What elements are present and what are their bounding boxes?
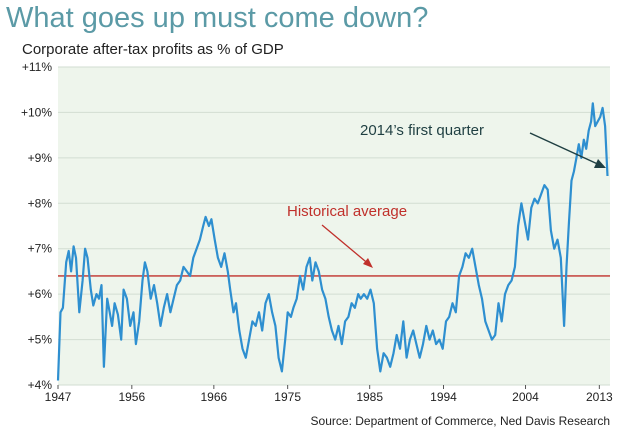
- y-tick-label: +6%: [28, 287, 53, 301]
- first-quarter-2014-label: 2014’s first quarter: [360, 122, 484, 139]
- y-axis-ticks: +4% +5% +6% +7% +8% +9% +10% +11%: [21, 60, 52, 392]
- y-tick-label: +5%: [28, 333, 53, 347]
- y-tick-label: +11%: [22, 60, 52, 74]
- y-tick-label: +8%: [28, 196, 53, 210]
- x-tick-label: 1985: [356, 390, 383, 404]
- first-quarter-arrow: [529, 132, 603, 167]
- y-tick-label: +7%: [28, 242, 53, 256]
- annotations: Historical average 2014’s first quarter: [287, 122, 606, 268]
- y-tick-label: +4%: [28, 378, 53, 392]
- x-tick-label: 2013: [586, 390, 613, 404]
- historical-average-label: Historical average: [287, 203, 407, 220]
- y-tick-label: +10%: [21, 105, 52, 119]
- chart-title: What goes up must come down?: [6, 2, 429, 34]
- source-note: Source: Department of Commerce, Ned Davi…: [310, 414, 610, 428]
- y-tick-label: +9%: [28, 151, 53, 165]
- profits-series-line: [56, 102, 609, 381]
- x-tick-label: 1994: [430, 390, 457, 404]
- historical-average-arrow: [321, 224, 372, 267]
- historical-average-arrowhead: [363, 258, 373, 268]
- chart-subtitle: Corporate after-tax profits as % of GDP: [22, 41, 284, 58]
- x-axis-ticks: 1947 1956 1966 1975 1985 1994 2004 2013: [45, 385, 613, 404]
- x-tick-label: 1947: [45, 390, 72, 404]
- x-tick-label: 1966: [200, 390, 227, 404]
- x-tick-label: 2004: [512, 390, 539, 404]
- x-tick-label: 1975: [274, 390, 301, 404]
- first-quarter-arrowhead: [594, 159, 606, 168]
- x-tick-label: 1956: [118, 390, 145, 404]
